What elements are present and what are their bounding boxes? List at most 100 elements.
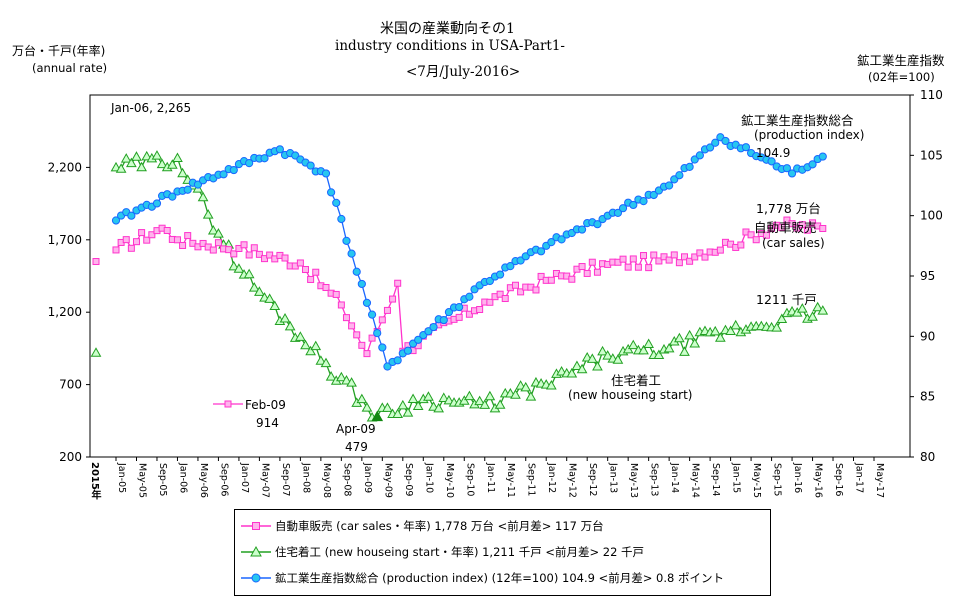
housing-point bbox=[248, 282, 260, 292]
housing-point bbox=[602, 350, 614, 360]
production-point bbox=[183, 185, 192, 194]
production-point bbox=[767, 157, 776, 166]
housing-point bbox=[320, 357, 332, 368]
car-label-en: (car sales) bbox=[762, 236, 825, 250]
housing-point bbox=[684, 329, 695, 340]
production-label-en: (production index) bbox=[754, 128, 865, 142]
production-point bbox=[782, 164, 792, 173]
car-point bbox=[798, 221, 806, 229]
x-tick-label: May-07 bbox=[259, 463, 270, 498]
housing-point bbox=[264, 293, 276, 303]
housing-point bbox=[166, 159, 178, 169]
x-tick-label: Sep-09 bbox=[403, 463, 414, 496]
production-point bbox=[245, 159, 254, 168]
housing-point bbox=[776, 313, 788, 324]
production-point bbox=[536, 247, 546, 256]
housing-point bbox=[382, 402, 393, 412]
x-tick-label: Sep-05 bbox=[157, 463, 168, 496]
housing-point bbox=[525, 391, 537, 401]
housing-point bbox=[566, 367, 578, 378]
production-point bbox=[444, 308, 454, 317]
production-point bbox=[695, 151, 704, 160]
car-point bbox=[383, 306, 391, 314]
production-point bbox=[357, 279, 366, 289]
annotation-apr09-value: 479 bbox=[345, 440, 368, 454]
housing-point bbox=[269, 300, 281, 310]
car-point bbox=[281, 254, 289, 262]
right-tick-label: 85 bbox=[920, 390, 935, 404]
car-point bbox=[752, 236, 760, 244]
car-point bbox=[112, 246, 120, 254]
car-point bbox=[394, 279, 402, 287]
car-point bbox=[307, 275, 315, 283]
housing-point bbox=[284, 320, 296, 331]
housing-value: 1211 千戸 bbox=[756, 292, 817, 307]
housing-point bbox=[807, 311, 818, 321]
x-tick-label: May-10 bbox=[444, 463, 455, 498]
housing-point bbox=[156, 158, 168, 169]
car-point bbox=[368, 334, 376, 342]
housing-point bbox=[213, 228, 224, 238]
housing-label: 住宅着工 bbox=[611, 373, 662, 388]
car-point bbox=[245, 251, 253, 259]
x-tick-label: Sep-12 bbox=[587, 463, 598, 496]
production-point bbox=[152, 199, 162, 208]
x-tick-label: Sep-07 bbox=[280, 463, 291, 496]
x-tick-label: Sep-08 bbox=[341, 463, 352, 496]
production-point bbox=[111, 216, 121, 225]
x-tick-label: May-15 bbox=[751, 463, 762, 498]
car-point bbox=[337, 301, 345, 309]
housing-point bbox=[207, 225, 219, 235]
housing-point bbox=[771, 322, 783, 332]
x-tick-label: Sep-10 bbox=[464, 463, 475, 496]
production-point bbox=[818, 152, 827, 161]
car-point bbox=[225, 246, 233, 254]
car-point bbox=[486, 298, 494, 306]
car-point bbox=[716, 246, 724, 254]
x-tick-label: Jan-08 bbox=[300, 462, 311, 493]
apr09-marker bbox=[371, 410, 384, 422]
car-point bbox=[588, 258, 596, 266]
car-label: 自動車販売 bbox=[754, 220, 817, 235]
production-point bbox=[219, 170, 228, 179]
x-axis-ticks: Jan-05 May-05 Sep-05 Jan-06 May-06 Sep-06 Jan-… bbox=[115, 457, 885, 498]
housing-point bbox=[341, 375, 352, 385]
legend-item-housing: 住宅着工 (new houseing start・年率) 1,211 千戸 <前… bbox=[241, 542, 644, 562]
x-tick-label: May-16 bbox=[813, 463, 824, 498]
car-point bbox=[537, 272, 545, 280]
car-point bbox=[511, 281, 519, 289]
housing-point bbox=[612, 354, 624, 364]
car-point bbox=[163, 226, 171, 234]
car-point bbox=[230, 250, 238, 258]
x-tick-label: May-13 bbox=[628, 463, 639, 498]
car-point bbox=[578, 263, 586, 271]
car-2015-point bbox=[92, 258, 100, 266]
car-point bbox=[803, 226, 811, 234]
car-point bbox=[261, 255, 269, 263]
right-tick-label: 100 bbox=[920, 209, 943, 223]
car-point bbox=[640, 252, 648, 260]
housing-point bbox=[346, 377, 357, 387]
x-tick-label: Jan-09 bbox=[362, 462, 373, 493]
housing-point bbox=[141, 150, 153, 161]
car-point bbox=[179, 241, 187, 249]
production-point bbox=[403, 346, 413, 355]
production-point bbox=[721, 136, 730, 146]
production-point bbox=[429, 322, 438, 332]
car-point bbox=[363, 350, 371, 358]
car-point bbox=[389, 295, 397, 303]
car-point bbox=[214, 239, 222, 247]
production-point bbox=[639, 197, 648, 206]
production-point bbox=[685, 162, 694, 171]
housing-point bbox=[300, 339, 311, 350]
x-tick-label: May-09 bbox=[382, 463, 393, 498]
car-point bbox=[476, 306, 484, 314]
car-point bbox=[762, 231, 770, 239]
production-point bbox=[741, 143, 751, 152]
x-tick-label: Sep-15 bbox=[772, 463, 783, 496]
production-point bbox=[393, 356, 402, 365]
housing-point bbox=[458, 395, 470, 405]
car-point bbox=[378, 316, 386, 324]
housing-point bbox=[407, 393, 419, 403]
